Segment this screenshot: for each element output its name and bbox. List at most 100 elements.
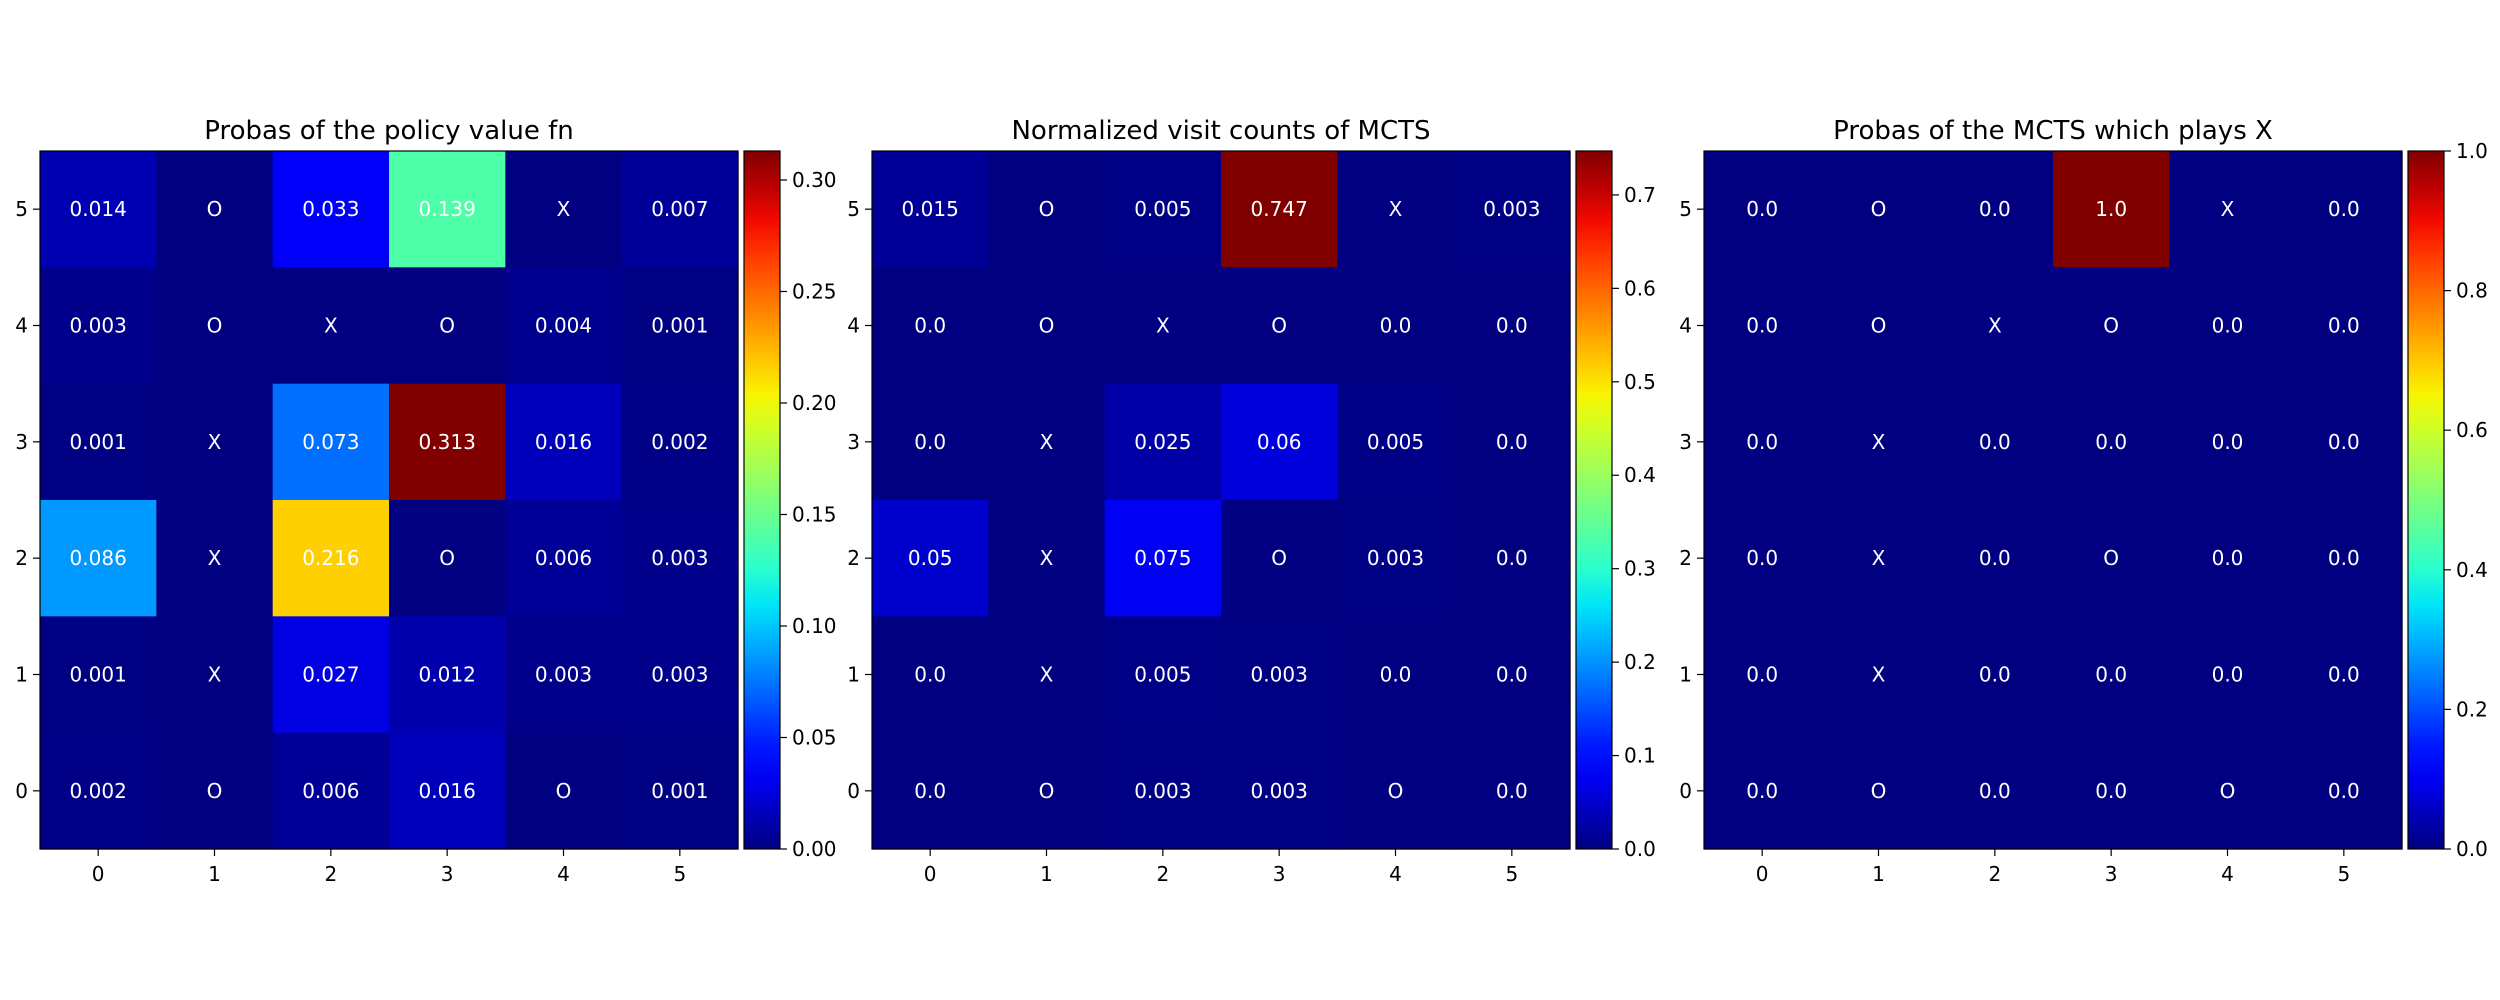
- cell-label: O: [1871, 779, 1887, 803]
- cell-label: 0.003: [1134, 779, 1191, 803]
- heatmap-cell: [621, 383, 739, 501]
- y-tick-label: 2: [847, 546, 860, 570]
- cell-label: 0.001: [651, 314, 708, 338]
- colorbar-tick-label: 0.5: [1624, 370, 1656, 394]
- cell-label: X: [208, 663, 222, 687]
- cell-label: 0.0: [2212, 430, 2244, 454]
- heatmap-cell: [872, 267, 989, 385]
- x-tick-label: 1: [1040, 862, 1053, 886]
- heatmap-cell: [40, 616, 157, 734]
- x-tick-label: 3: [441, 862, 454, 886]
- cell-label: 0.0: [1380, 663, 1412, 687]
- cell-label: 0.0: [2095, 779, 2127, 803]
- cell-label: 0.033: [302, 197, 359, 221]
- cell-label: 0.025: [1134, 430, 1191, 454]
- heatmap-cell: [1337, 500, 1455, 617]
- heatmap-cell: [2053, 616, 2170, 734]
- cell-label: 0.0: [2328, 197, 2360, 221]
- colorbar-tick-label: 0.20: [792, 391, 837, 415]
- x-tick-label: 4: [1389, 862, 1402, 886]
- cell-label: 0.0: [2328, 779, 2360, 803]
- heatmap-cell: [1221, 383, 1338, 501]
- heatmap-cell: [988, 616, 1106, 734]
- heatmap-cell: [2285, 151, 2403, 268]
- cell-label: 0.0: [1496, 779, 1528, 803]
- heatmap-cell: [40, 151, 157, 268]
- cell-label: 0.027: [302, 663, 359, 687]
- cell-label: 0.007: [651, 197, 708, 221]
- cell-label: X: [1988, 314, 2002, 338]
- colorbar: [743, 150, 781, 850]
- heatmap-cell: [1453, 267, 1571, 385]
- x-tick-label: 2: [1156, 862, 1169, 886]
- x-tick-label: 5: [1505, 862, 1518, 886]
- heatmap-cell: [988, 732, 1106, 850]
- heatmap-cell: [1936, 151, 2054, 268]
- heatmap-cell: [1453, 383, 1571, 501]
- heatmap-cell: [1221, 616, 1338, 734]
- cell-label: 0.003: [1367, 546, 1424, 570]
- cell-label: 0.003: [1483, 197, 1540, 221]
- cell-label: 0.0: [2095, 663, 2127, 687]
- heatmap-cell: [1820, 151, 1938, 268]
- heatmap-cell: [1337, 616, 1455, 734]
- x-tick-label: 0: [924, 862, 937, 886]
- cell-label: 0.001: [70, 430, 127, 454]
- cell-label: 0.313: [419, 430, 476, 454]
- cell-label: O: [1039, 197, 1055, 221]
- cell-label: O: [207, 197, 223, 221]
- x-tick-label: 4: [557, 862, 570, 886]
- cell-label: 0.003: [651, 546, 708, 570]
- cell-label: 0.0: [914, 779, 946, 803]
- heatmap-cell: [1936, 383, 2054, 501]
- cell-label: O: [556, 779, 572, 803]
- heatmap-cell: [389, 616, 506, 734]
- cell-label: 0.005: [1134, 663, 1191, 687]
- heatmap-cell: [1453, 616, 1571, 734]
- x-tick-label: 1: [1872, 862, 1885, 886]
- cell-label: 1.0: [2095, 197, 2127, 221]
- cell-label: O: [207, 314, 223, 338]
- chart-title: Normalized visit counts of MCTS: [1011, 116, 1430, 146]
- heatmap-cell: [156, 500, 274, 617]
- heatmap-panel-1: Probas of the policy value fn 0.014 O 0.033…: [15, 116, 836, 886]
- cell-label: 0.0: [2212, 546, 2244, 570]
- colorbar-tick-label: 0.2: [1624, 650, 1656, 674]
- heatmap-cell: [156, 616, 274, 734]
- cell-label: 0.0: [2212, 314, 2244, 338]
- heatmap-cell: [2285, 383, 2403, 501]
- y-tick-label: 0: [1679, 779, 1692, 803]
- heatmap-cell: [1104, 500, 1222, 617]
- heatmap-cell: [1221, 500, 1338, 617]
- heatmap-cell: [505, 500, 623, 617]
- colorbar-tick-label: 0.8: [2456, 279, 2488, 303]
- heatmap-cell: [272, 500, 390, 617]
- heatmap-cell: [1453, 500, 1571, 617]
- heatmap-cell: [389, 151, 506, 268]
- cell-label: 0.006: [302, 779, 359, 803]
- cell-label: O: [1388, 779, 1404, 803]
- y-tick-label: 1: [847, 663, 860, 687]
- colorbar: [2407, 150, 2445, 850]
- colorbar-tick-label: 0.0: [1624, 837, 1656, 861]
- cell-label: 0.0: [914, 314, 946, 338]
- x-tick-label: 1: [208, 862, 221, 886]
- cell-label: 0.001: [651, 779, 708, 803]
- colorbar-tick-label: 0.2: [2456, 697, 2488, 721]
- heatmap-cell: [40, 383, 157, 501]
- cell-label: 0.002: [70, 779, 127, 803]
- heatmap-cell: [505, 267, 623, 385]
- cell-label: 0.003: [651, 663, 708, 687]
- cell-label: 0.014: [70, 197, 127, 221]
- cell-label: 0.003: [535, 663, 592, 687]
- heatmap-cell: [1936, 500, 2054, 617]
- cell-label: 0.004: [535, 314, 592, 338]
- heatmap-cell: [1221, 267, 1338, 385]
- cell-label: 0.05: [908, 546, 953, 570]
- cell-label: O: [2103, 314, 2119, 338]
- y-tick-label: 4: [15, 314, 28, 338]
- x-tick-label: 2: [1988, 862, 2001, 886]
- cell-label: 0.0: [914, 663, 946, 687]
- colorbar-tick-label: 0.30: [792, 168, 837, 192]
- cell-label: X: [1872, 430, 1886, 454]
